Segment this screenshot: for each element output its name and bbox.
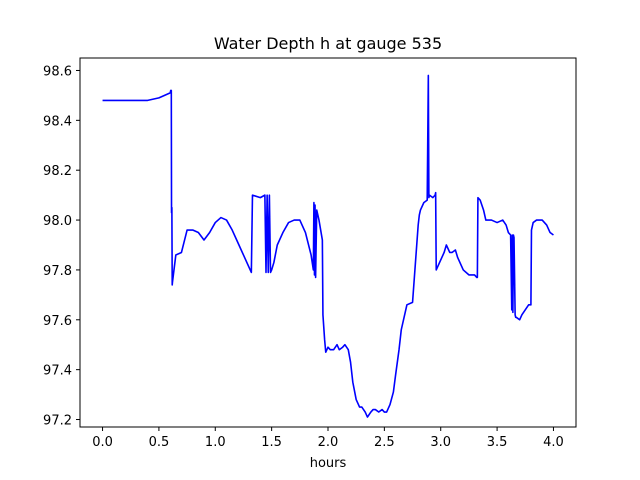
y-tick-label: 98.0 [43,214,72,229]
x-tick-label: 2.0 [318,435,339,450]
x-tick-label: 3.0 [430,435,451,450]
x-tick-label: 4.0 [543,435,564,450]
chart-title: Water Depth h at gauge 535 [214,34,442,53]
x-tick-label: 2.5 [374,435,395,450]
series-line-1 [102,74,554,418]
y-tick-label: 97.6 [43,314,72,329]
x-tick-label: 0.5 [149,435,170,450]
y-tick-label: 98.2 [43,164,72,179]
y-tick-label: 97.4 [43,364,72,379]
y-tick-label: 98.4 [43,114,72,129]
y-axis: 97.2 97.4 97.6 97.8 98.0 98.2 98.4 98.6 [43,64,80,429]
x-tick-label: 0.0 [92,435,113,450]
y-tick-label: 98.6 [43,64,72,79]
x-axis-label: hours [310,456,347,471]
y-tick-label: 97.8 [43,264,72,279]
x-tick-label: 3.5 [487,435,508,450]
x-tick-label: 1.0 [205,435,226,450]
x-tick-label: 1.5 [261,435,282,450]
y-tick-label: 97.2 [43,414,72,429]
x-axis: 0.0 0.5 1.0 1.5 2.0 2.5 3.0 3.5 4.0 [92,427,564,450]
plot-area [102,74,554,418]
